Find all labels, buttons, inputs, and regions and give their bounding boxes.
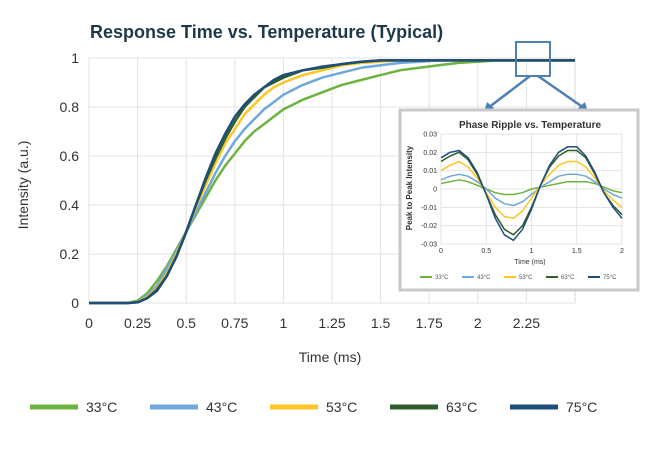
inset-tick-labels: 0 0.5 1 1.5 2 0.03 0.02 0.01 0 -0.01 -0.02 -0.03 (421, 131, 624, 255)
inset-y-axis-label: Peak to Peak Intensity (405, 145, 414, 230)
inset-y-tick-label: -0.03 (421, 241, 437, 248)
inset-legend: 33°C 43°C 53°C 63°C 75°C (420, 275, 617, 281)
main-x-tick-label: 0.25 (124, 315, 151, 331)
main-x-tick-label: 1.5 (371, 315, 391, 331)
main-y-tick-label: 0.8 (60, 99, 80, 115)
main-y-tick-label: 0.6 (60, 148, 80, 164)
main-x-axis-label: Time (ms) (299, 349, 361, 365)
main-y-tick-label: 1 (71, 50, 79, 66)
main-y-tick-label: 0.4 (60, 197, 80, 213)
main-y-tick-label: 0.2 (60, 246, 80, 262)
main-legend-label: 43°C (206, 399, 237, 415)
inset-series-group (440, 146, 623, 242)
inset-legend-label: 53°C (519, 275, 533, 281)
zoom-region-box (515, 41, 551, 77)
inset-series-line (440, 173, 623, 207)
main-series-line (89, 59, 575, 305)
main-x-tick-label: 0.5 (176, 315, 196, 331)
inset-legend-label: 75°C (603, 275, 617, 281)
inset-legend-label: 43°C (477, 275, 491, 281)
inset-y-tick-label: -0.01 (421, 205, 437, 212)
main-series-group (89, 59, 575, 305)
main-x-tick-label: 2.25 (513, 315, 540, 331)
main-legend-label: 53°C (326, 399, 357, 415)
inset-x-tick-label: 1 (530, 248, 534, 255)
main-legend-label: 75°C (566, 399, 597, 415)
inset-x-tick-label: 0 (439, 248, 443, 255)
inset-x-tick-label: 2 (620, 248, 624, 255)
inset-x-tick-label: 0.5 (481, 248, 491, 255)
main-x-tick-label: 1 (280, 315, 288, 331)
main-legend-label: 33°C (86, 399, 117, 415)
inset-series-line (440, 179, 623, 196)
inset-legend-label: 63°C (561, 275, 575, 281)
main-x-tick-label: 0.75 (221, 315, 248, 331)
main-chart-title: Response Time vs. Temperature (Typical) (90, 22, 443, 42)
main-y-tick-label: 0 (71, 295, 79, 311)
inset-y-tick-label: -0.02 (421, 223, 437, 230)
inset-y-tick-label: 0 (433, 186, 437, 193)
inset-series-line (440, 146, 623, 242)
main-x-tick-label: 2 (474, 315, 482, 331)
inset-y-tick-label: 0.01 (423, 168, 437, 175)
main-y-axis-label: Intensity (a.u.) (15, 141, 31, 230)
main-series-line (89, 59, 575, 305)
main-legend: 33°C 43°C 53°C 63°C 75°C (30, 399, 597, 415)
inset-legend-label: 33°C (435, 275, 449, 281)
main-x-tick-label: 0 (85, 315, 93, 331)
main-x-tick-label: 1.25 (318, 315, 345, 331)
inset-y-tick-label: 0.02 (423, 150, 437, 157)
inset-x-tick-label: 1.5 (572, 248, 582, 255)
zoom-connector-left (487, 75, 531, 109)
inset-frame (398, 108, 640, 292)
inset-chart: Phase Ripple vs. Temperature Time (ms) P… (398, 108, 640, 292)
zoom-connector-right (537, 74, 585, 110)
inset-series-line (440, 160, 623, 220)
main-tick-labels: 0 0.25 0.5 0.75 1 1.25 1.5 1.75 2 2.25 0 0.2 0.4 0.6 0… (60, 50, 541, 331)
inset-chart-title: Phase Ripple vs. Temperature (459, 120, 602, 131)
main-x-tick-label: 1.75 (416, 315, 443, 331)
main-legend-label: 63°C (446, 399, 477, 415)
inset-x-axis-label: Time (ms) (514, 259, 545, 266)
inset-y-tick-label: 0.03 (423, 131, 437, 138)
